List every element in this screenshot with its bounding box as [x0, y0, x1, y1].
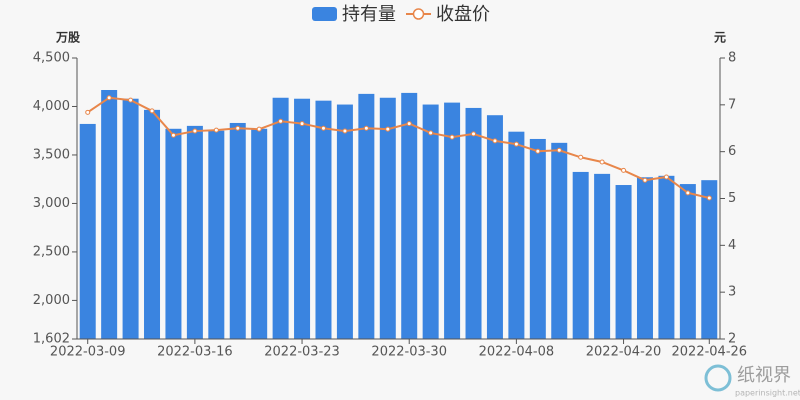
y-tick-label: 1,602 — [33, 332, 70, 347]
x-tick-label: 2022-04-26 — [672, 345, 748, 360]
line-point — [278, 118, 284, 124]
y2-tick-label: 7 — [728, 97, 736, 112]
line-point — [428, 130, 434, 136]
line — [87, 96, 710, 200]
line-point — [449, 134, 455, 140]
line-point — [192, 128, 198, 134]
line-point — [128, 97, 134, 103]
y2-tick-label: 8 — [728, 51, 736, 66]
bar — [379, 97, 396, 339]
y-tick-label: 4,500 — [33, 51, 70, 66]
line-point — [578, 154, 584, 160]
bar — [572, 171, 589, 339]
bar — [679, 184, 696, 339]
bar — [465, 107, 482, 340]
bar — [358, 93, 375, 339]
y2-tick-label: 4 — [728, 238, 736, 253]
bar — [165, 128, 182, 339]
bar — [186, 125, 203, 340]
y2-tick-label: 2 — [728, 332, 736, 347]
y-tick-label: 3,000 — [33, 196, 70, 211]
y-unit: 万股 — [55, 30, 81, 45]
bar — [229, 122, 246, 340]
bar — [294, 98, 311, 339]
line-point — [385, 126, 391, 132]
line-point — [256, 126, 262, 132]
bar — [529, 138, 546, 339]
bar — [701, 180, 718, 339]
x-tick-label: 2022-03-09 — [50, 345, 126, 360]
line-point — [621, 167, 627, 173]
line-point — [535, 148, 541, 154]
line-point — [471, 131, 477, 137]
line-point — [706, 195, 712, 201]
line-point — [106, 95, 112, 101]
bar — [251, 128, 268, 339]
watermark-url: paperinsight.net — [735, 389, 800, 398]
line-point — [599, 159, 605, 165]
bar — [101, 89, 118, 340]
bar — [486, 115, 503, 339]
x-tick-label: 2022-04-20 — [586, 345, 662, 360]
bar — [79, 123, 96, 340]
watermark-text: 纸视界 — [737, 365, 791, 386]
line-point — [363, 125, 369, 131]
bar — [636, 177, 653, 339]
bar — [401, 92, 418, 339]
bar — [444, 102, 461, 339]
y2-tick-label: 3 — [728, 285, 736, 300]
y-tick-label: 4,000 — [33, 99, 70, 114]
y2-tick-label: 5 — [728, 191, 736, 206]
y-tick-label: 3,500 — [33, 147, 70, 162]
y-tick-label: 2,500 — [33, 244, 70, 259]
bar — [658, 175, 675, 339]
x-tick-label: 2022-04-08 — [479, 345, 555, 360]
bar — [551, 142, 568, 339]
y-tick-label: 2,000 — [33, 293, 70, 308]
line-point — [406, 121, 412, 127]
watermark: 纸视界 paperinsight.net — [704, 364, 800, 398]
legend-swatch — [312, 7, 337, 21]
legend-label: 持有量 — [342, 4, 396, 25]
line-point — [149, 108, 155, 114]
legend-swatch-dot — [412, 8, 425, 20]
y2-tick-label: 6 — [728, 144, 736, 159]
bar — [272, 97, 289, 339]
x-tick-label: 2022-03-30 — [371, 345, 447, 360]
bar — [208, 130, 225, 339]
line-point — [299, 121, 305, 127]
line-point — [235, 125, 241, 131]
bar — [594, 173, 611, 339]
line-point — [642, 177, 648, 183]
bar — [144, 109, 161, 340]
y2-unit: 元 — [714, 31, 726, 45]
bar — [122, 98, 139, 339]
line-point — [85, 109, 91, 115]
x-tick-label: 2022-03-16 — [157, 345, 233, 360]
x-tick-label: 2022-03-23 — [264, 345, 340, 360]
bar — [422, 104, 439, 339]
bar — [336, 104, 353, 339]
line-point — [213, 127, 219, 133]
line-point — [663, 174, 669, 180]
line-point — [342, 128, 348, 134]
line-point — [556, 147, 562, 153]
line-point — [320, 125, 326, 131]
bar — [508, 131, 525, 339]
line-point — [492, 138, 498, 144]
legend-label: 收盘价 — [436, 4, 490, 25]
line-point — [513, 141, 519, 147]
line-point — [685, 190, 691, 196]
line-point — [170, 132, 176, 138]
watermark-logo — [704, 364, 732, 392]
bar — [615, 185, 632, 339]
bar — [315, 100, 332, 339]
